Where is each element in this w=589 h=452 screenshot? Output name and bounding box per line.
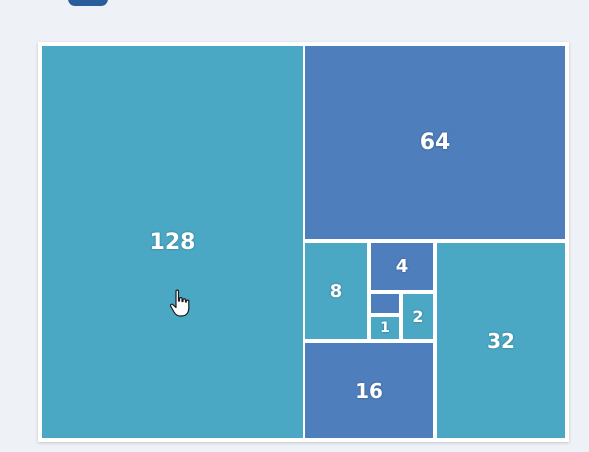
title-fragment xyxy=(68,0,108,6)
tile-label-1: 1 xyxy=(380,320,390,336)
tile-64[interactable]: 64 xyxy=(305,46,565,239)
tile-16[interactable]: 16 xyxy=(305,343,433,438)
tile-label-4: 4 xyxy=(395,256,409,277)
tile-label-8: 8 xyxy=(329,280,343,302)
tile-label-64: 64 xyxy=(419,130,451,155)
treemap: 128 64 32 16 8 4 2 1 xyxy=(38,42,569,442)
tile-1[interactable]: 1 xyxy=(371,317,399,339)
tile-4[interactable]: 4 xyxy=(371,243,433,290)
tile-8[interactable]: 8 xyxy=(305,243,367,339)
tile-1-unlabeled[interactable] xyxy=(371,294,399,313)
tile-label-16: 16 xyxy=(355,378,383,403)
tile-label-2: 2 xyxy=(412,307,424,326)
hand-pointer-icon xyxy=(169,289,190,317)
tile-32[interactable]: 32 xyxy=(437,243,565,438)
tile-2[interactable]: 2 xyxy=(403,294,433,339)
tile-label-128: 128 xyxy=(149,229,196,255)
tile-label-32: 32 xyxy=(487,328,515,353)
tile-128[interactable]: 128 xyxy=(42,46,303,438)
